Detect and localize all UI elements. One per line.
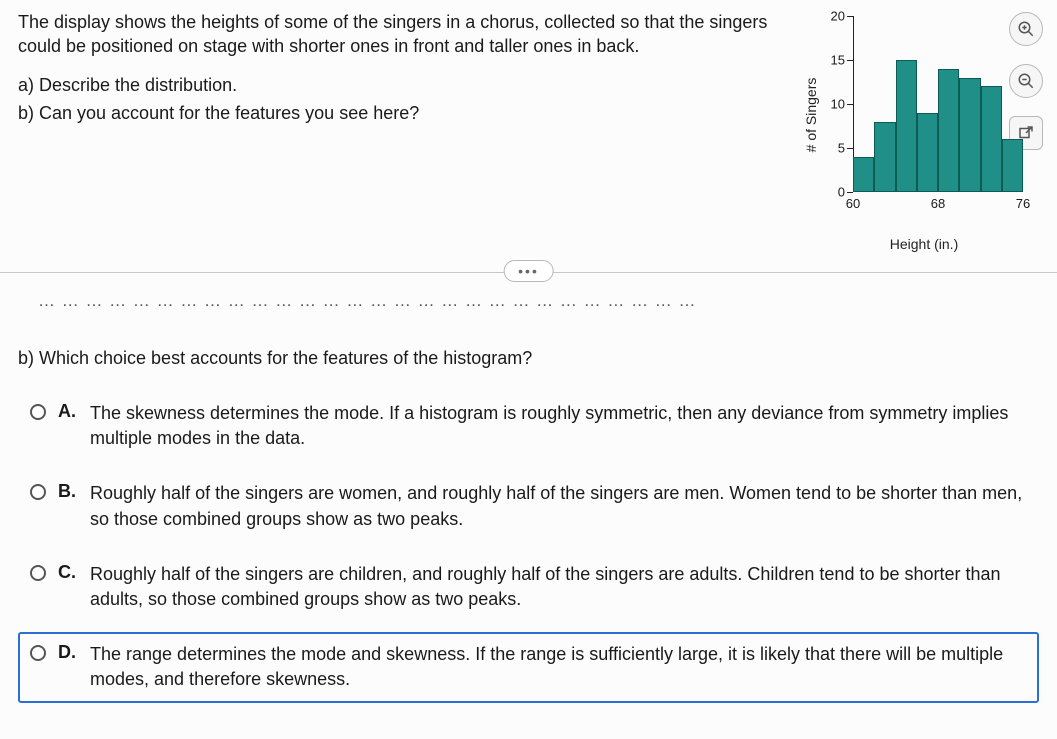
histogram-y-tick-label: 20 [831, 9, 845, 24]
histogram-y-tick-label: 0 [838, 185, 845, 200]
question-part-b-top: b) Can you account for the features you … [18, 101, 809, 125]
histogram-x-tick-label: 68 [931, 196, 945, 211]
histogram-y-tick [847, 148, 853, 149]
choice-body: D. The range determines the mode and skew… [58, 642, 1027, 692]
radio-button[interactable] [30, 565, 46, 581]
truncated-text: … … … … … … … … … … … … … … … … … … … … … [38, 291, 1039, 312]
histogram-y-tick [847, 16, 853, 17]
radio-button[interactable] [30, 484, 46, 500]
histogram-x-label: Height (in.) [890, 236, 958, 252]
choice-key: D. [58, 642, 76, 692]
histogram-y-tick [847, 60, 853, 61]
histogram-x-tick-label: 60 [846, 196, 860, 211]
histogram-bar [1002, 139, 1023, 192]
histogram-bar [938, 69, 959, 192]
choice-body: C. Roughly half of the singers are childr… [58, 562, 1027, 612]
choice-key: C. [58, 562, 76, 612]
choice-body: A. The skewness determines the mode. If a… [58, 401, 1027, 451]
choice-text: The skewness determines the mode. If a h… [90, 401, 1027, 451]
histogram-y-tick [847, 104, 853, 105]
choice-text: Roughly half of the singers are children… [90, 562, 1027, 612]
choice-row[interactable]: A. The skewness determines the mode. If a… [18, 391, 1039, 461]
page-root: The display shows the heights of some of… [0, 0, 1057, 739]
expand-button[interactable]: ••• [503, 260, 554, 282]
histogram-bar [981, 86, 1002, 192]
choices-list: A. The skewness determines the mode. If a… [18, 391, 1039, 703]
choice-row[interactable]: C. Roughly half of the singers are childr… [18, 552, 1039, 622]
question-text: The display shows the heights of some of… [18, 10, 809, 220]
histogram-bar [917, 113, 938, 192]
part-b-section: b) Which choice best accounts for the fe… [0, 312, 1057, 703]
histogram-bar [896, 60, 917, 192]
choice-row[interactable]: D. The range determines the mode and skew… [18, 632, 1039, 702]
choice-body: B. Roughly half of the singers are women,… [58, 481, 1027, 531]
histogram-y-label: # of Singers [803, 78, 819, 153]
question-part-a: a) Describe the distribution. [18, 73, 809, 97]
histogram-y-tick-label: 10 [831, 97, 845, 112]
question-top: The display shows the heights of some of… [0, 0, 1057, 220]
radio-button[interactable] [30, 645, 46, 661]
histogram-plot: 05101520606876 [853, 16, 1023, 192]
histogram-bar [874, 122, 895, 192]
histogram-x-tick-label: 76 [1016, 196, 1030, 211]
choice-key: B. [58, 481, 76, 531]
question-intro: The display shows the heights of some of… [18, 10, 809, 59]
histogram-bar [853, 157, 874, 192]
choice-key: A. [58, 401, 76, 451]
histogram-container: # of Singers 05101520606876 Height (in.) [809, 10, 1039, 220]
choice-text: The range determines the mode and skewne… [90, 642, 1027, 692]
part-b-prompt: b) Which choice best accounts for the fe… [18, 348, 1039, 369]
histogram-bars [853, 16, 1023, 192]
histogram-y-tick [847, 192, 853, 193]
choice-row[interactable]: B. Roughly half of the singers are women,… [18, 471, 1039, 541]
choice-text: Roughly half of the singers are women, a… [90, 481, 1027, 531]
histogram-y-tick-label: 15 [831, 53, 845, 68]
histogram-bar [959, 78, 980, 192]
radio-button[interactable] [30, 404, 46, 420]
histogram: # of Singers 05101520606876 Height (in.) [819, 10, 1029, 220]
histogram-y-tick-label: 5 [838, 141, 845, 156]
